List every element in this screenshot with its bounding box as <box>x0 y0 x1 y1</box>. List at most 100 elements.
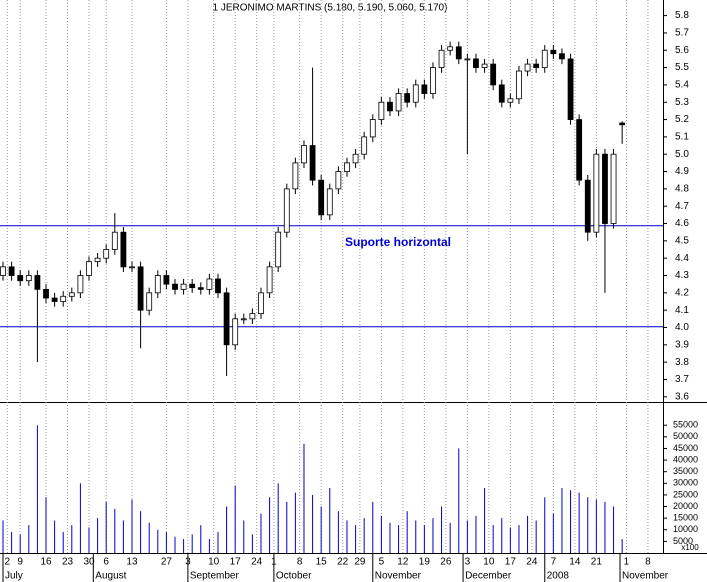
candle-body <box>17 275 24 282</box>
x-tick-label: 14 <box>569 557 581 568</box>
candle-body <box>593 153 600 233</box>
volume-tick-label: 10000 <box>673 524 698 534</box>
candle-body <box>34 275 41 290</box>
y-tick-label: 4.5 <box>675 235 689 246</box>
y-tick-label: 5.6 <box>675 45 689 56</box>
y-tick-label: 5.7 <box>675 28 689 39</box>
candle-body <box>395 93 402 112</box>
candle-body <box>197 287 204 290</box>
candle-body <box>8 266 15 276</box>
candle-body <box>189 283 196 289</box>
candle-body <box>533 63 540 68</box>
volume-unit: x100 <box>681 543 699 552</box>
candle-body <box>51 297 58 302</box>
y-tick-label: 4.2 <box>675 287 689 298</box>
y-tick-label: 5.1 <box>675 132 689 143</box>
candle-body <box>60 295 67 302</box>
x-tick-label: 23 <box>62 557 74 568</box>
candle-body <box>421 84 428 94</box>
candle-body <box>541 49 548 68</box>
volume-tick-label: 40000 <box>673 454 698 464</box>
month-label: December <box>465 571 512 582</box>
x-tick-label: 1 <box>624 557 630 568</box>
x-tick-label: 3 <box>465 557 471 568</box>
candle-body <box>430 67 436 94</box>
candle-body <box>567 58 574 120</box>
y-tick-label: 4.8 <box>675 184 689 195</box>
month-label: October <box>276 571 312 582</box>
candle-body <box>412 84 419 103</box>
candle-body <box>610 153 617 224</box>
candle-body <box>473 58 479 68</box>
candle-body <box>584 179 591 233</box>
volume-tick-label: 30000 <box>673 478 698 488</box>
y-tick-label: 3.9 <box>675 339 689 350</box>
y-tick-label: 4.9 <box>675 166 689 177</box>
x-tick-label: 8 <box>297 557 303 568</box>
y-tick-label: 3.6 <box>675 391 689 402</box>
x-tick-label: 7 <box>551 557 557 568</box>
x-tick-label: 29 <box>354 557 366 568</box>
x-tick-label: 2 <box>5 557 11 568</box>
candle-body <box>180 283 187 290</box>
y-tick-label: 4.4 <box>675 253 689 264</box>
candle-body <box>215 278 221 294</box>
month-label: August <box>95 571 126 582</box>
candle-body <box>602 153 608 224</box>
candle-body <box>163 275 170 285</box>
candle-body <box>249 313 256 320</box>
candle-body <box>490 63 497 86</box>
month-label: November <box>622 571 669 582</box>
x-tick-label: 24 <box>251 557 263 568</box>
y-tick-label: 5.2 <box>675 114 689 125</box>
candle-body <box>455 46 462 60</box>
x-tick-label: 12 <box>397 557 409 568</box>
x-tick-label: 21 <box>591 557 603 568</box>
x-tick-label: 22 <box>337 557 349 568</box>
candle-body <box>292 162 299 190</box>
y-tick-label: 5.8 <box>675 10 689 21</box>
x-tick-label: 17 <box>505 557 517 568</box>
x-tick-label: 13 <box>126 557 138 568</box>
candle-body <box>266 266 273 294</box>
candle-body <box>369 119 376 138</box>
candle-body <box>309 145 316 181</box>
candle-body <box>258 292 264 315</box>
candle-body <box>172 283 178 290</box>
candle-body <box>154 275 161 294</box>
month-label: 2008 <box>547 571 570 582</box>
y-tick-label: 4.3 <box>675 270 689 281</box>
candle-body <box>344 162 350 172</box>
y-tick-label: 4.1 <box>675 305 689 316</box>
volume-tick-label: 45000 <box>673 443 698 453</box>
volume-tick-label: 25000 <box>673 489 698 499</box>
y-tick-label: 3.7 <box>675 374 689 385</box>
candle-body <box>318 179 325 216</box>
x-tick-label: 6 <box>103 557 109 568</box>
volume-tick-label: 5000 <box>673 536 693 546</box>
candle-body <box>240 318 247 321</box>
candle-body <box>550 49 557 55</box>
candle-body <box>404 93 411 103</box>
x-tick-label: 30 <box>83 557 95 568</box>
candle-body <box>301 145 307 164</box>
candle-body <box>326 188 333 216</box>
candle-body <box>559 53 565 60</box>
candle-body <box>516 70 522 100</box>
candle-body <box>283 188 290 233</box>
candle-body <box>378 101 385 120</box>
candle-body <box>335 171 342 190</box>
x-tick-label: 15 <box>316 557 328 568</box>
candle-body <box>223 292 230 346</box>
candle-body <box>94 257 101 263</box>
y-tick-label: 4.6 <box>675 218 689 229</box>
candle-body <box>86 261 92 276</box>
candle-body <box>498 84 505 103</box>
candle-body <box>43 288 49 299</box>
y-tick-label: 5.3 <box>675 97 689 108</box>
x-tick-label: 17 <box>230 557 242 568</box>
volume-tick-label: 50000 <box>673 431 698 441</box>
x-tick-label: 10 <box>208 557 220 568</box>
